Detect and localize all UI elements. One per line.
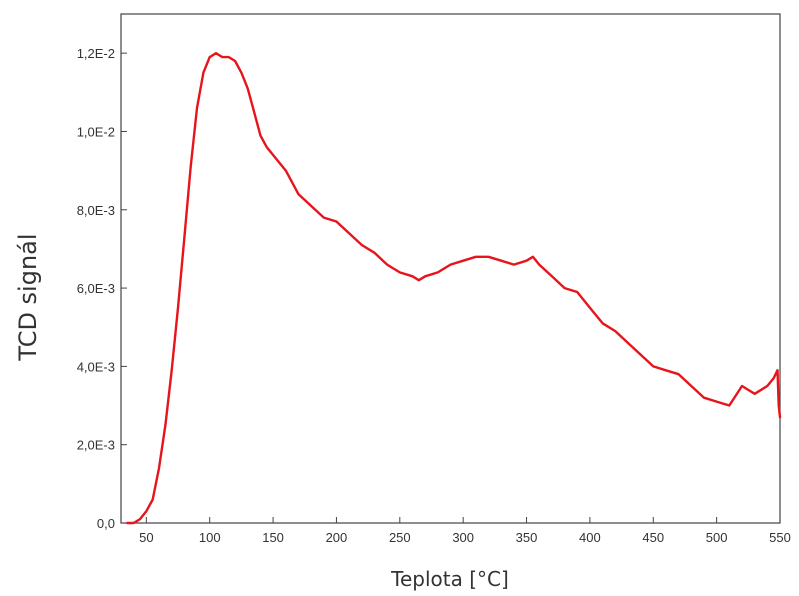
- x-axis-title: Teplota [°C]: [390, 567, 509, 591]
- y-tick-label: 0,0: [97, 516, 115, 531]
- x-tick-label: 50: [139, 530, 153, 545]
- y-tick-label: 1,2E-2: [77, 46, 115, 61]
- x-tick-label: 350: [516, 530, 538, 545]
- y-axis-title: TCD signál: [14, 233, 42, 361]
- x-tick-label: 500: [706, 530, 728, 545]
- x-tick-label: 200: [326, 530, 348, 545]
- x-tick-label: 550: [769, 530, 791, 545]
- series-line: [126, 52, 782, 525]
- x-tick-label: 450: [642, 530, 664, 545]
- y-tick-label: 8,0E-3: [77, 203, 115, 218]
- y-tick-label: 6,0E-3: [77, 281, 115, 296]
- y-axis-ticks: 0,0 2,0E-3 4,0E-3 6,0E-3 8,0E-3 1,0E-2 1,2E-2: [77, 46, 127, 531]
- y-tick-label: 2,0E-3: [77, 438, 115, 453]
- plot-frame: [120, 13, 781, 524]
- x-tick-label: 250: [389, 530, 411, 545]
- y-tick-label: 4,0E-3: [77, 359, 115, 374]
- x-tick-label: 300: [452, 530, 474, 545]
- x-tick-label: 100: [199, 530, 221, 545]
- y-tick-label: 1,0E-2: [77, 124, 115, 139]
- x-tick-label: 150: [262, 530, 284, 545]
- x-axis-ticks: 50 100 150 200 250 300 350 400 450 500 550: [139, 517, 791, 545]
- x-tick-label: 400: [579, 530, 601, 545]
